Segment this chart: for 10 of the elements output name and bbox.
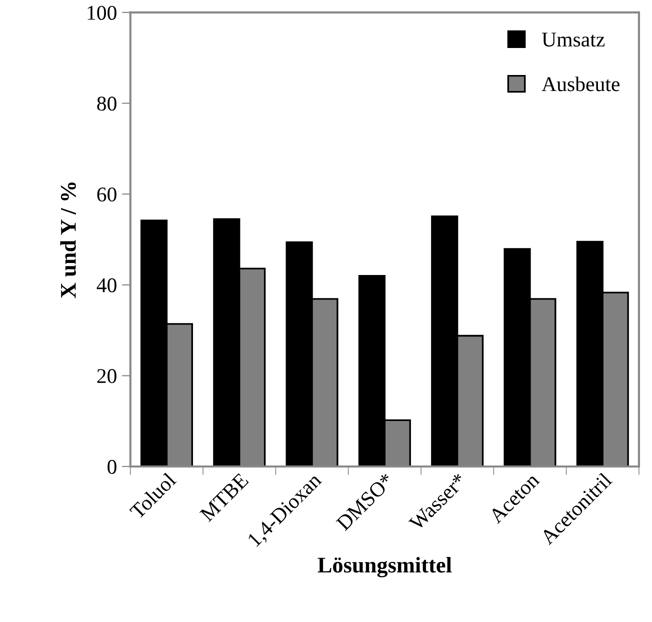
legend-label: Ausbeute [542,76,620,92]
y-tick-label: 100 [88,6,116,20]
x-axis-title: Lösungsmittel [318,556,452,578]
y-tick-label: 0 [108,460,116,474]
legend-label: Umsatz [542,32,605,47]
y-axis-title: X und Y / % [60,182,76,298]
y-tick-label: 60 [97,187,116,202]
y-tick-label: 20 [97,369,116,384]
y-tick-label: 80 [97,96,116,111]
y-tick-label: 40 [96,278,116,292]
